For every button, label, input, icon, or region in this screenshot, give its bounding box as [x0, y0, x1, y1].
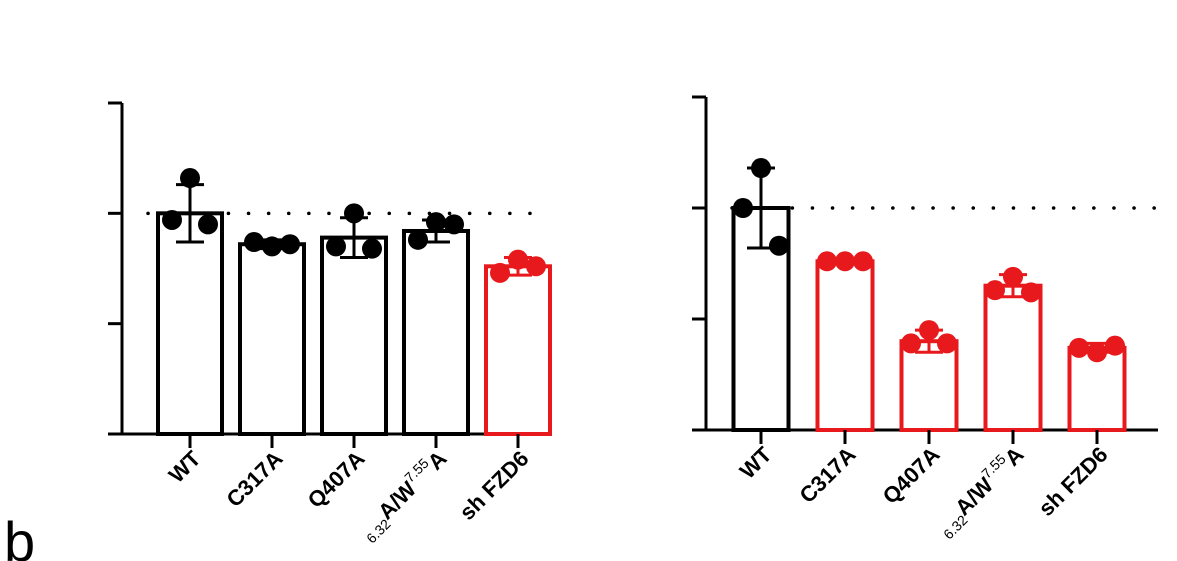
data-point	[508, 249, 528, 270]
data-point	[937, 333, 957, 354]
x-tick-label: C317A	[221, 446, 287, 512]
data-point	[180, 168, 200, 189]
bar	[156, 211, 224, 436]
data-point	[280, 234, 300, 255]
data-point	[769, 235, 789, 256]
data-point	[733, 198, 753, 218]
label-main: C317A	[221, 446, 287, 512]
data-point	[198, 214, 218, 235]
data-point	[362, 238, 382, 259]
label-main: Q407A	[878, 442, 945, 509]
x-tick-label: sh FZD6	[1033, 442, 1112, 521]
data-point	[901, 333, 921, 354]
data-point	[344, 203, 364, 224]
label-main: WT	[735, 441, 777, 483]
bar	[402, 228, 470, 436]
x-tick-label: sh FZD6	[454, 446, 533, 525]
label-main: sh FZD6	[454, 446, 533, 525]
data-point	[919, 320, 939, 341]
data-point	[853, 251, 873, 272]
bar	[238, 242, 306, 436]
data-point	[490, 262, 510, 283]
data-point	[1021, 282, 1041, 303]
x-tick-label: Q407A	[303, 446, 370, 513]
bar	[815, 259, 875, 432]
x-tick-label: 6.32A/W7.55A	[352, 444, 455, 547]
data-point	[1003, 266, 1023, 287]
label-main: Q407A	[303, 446, 370, 513]
data-point	[444, 214, 464, 235]
data-point	[262, 236, 282, 257]
data-point	[1105, 335, 1125, 356]
bar	[899, 339, 959, 433]
data-point	[326, 236, 346, 257]
data-point	[526, 256, 546, 277]
x-tick-label: C317A	[794, 442, 860, 508]
data-point	[162, 209, 182, 230]
data-point	[1087, 342, 1107, 363]
x-tick-label: Q407A	[878, 442, 945, 509]
data-point	[426, 212, 446, 233]
bar	[983, 283, 1043, 433]
data-point	[817, 251, 837, 272]
data-point	[408, 229, 428, 250]
x-tick-label: WT	[735, 441, 777, 483]
data-point	[1069, 337, 1089, 358]
data-point	[835, 251, 855, 272]
bar	[320, 235, 388, 436]
data-point	[244, 232, 264, 253]
x-tick-label: 6.32A/W7.55A	[929, 440, 1032, 543]
x-tick-label: WT	[164, 445, 206, 487]
bar	[484, 264, 552, 436]
label-main: WT	[164, 445, 206, 487]
label-main: sh FZD6	[1033, 442, 1112, 521]
panel-label: b	[4, 510, 35, 561]
data-point	[751, 158, 771, 179]
label-main: C317A	[794, 442, 860, 508]
data-point	[985, 280, 1005, 301]
